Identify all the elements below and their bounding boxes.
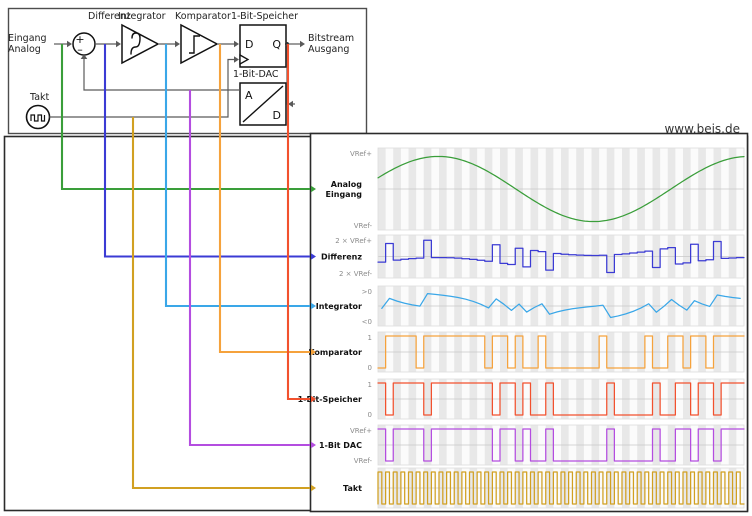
waveform-panel-2: 2 × VRef+ 2 × VRef- Differenz (321, 234, 745, 279)
arrow-integrator-in (116, 40, 121, 48)
dac-diagonal-icon (242, 85, 284, 123)
waveform-panel-4: 1 0 Komparator (308, 331, 745, 373)
arrow-input (67, 40, 72, 48)
clock-label: Takt (29, 92, 50, 103)
ff-pin-q: Q (272, 38, 281, 51)
signal-connectors (60, 44, 316, 492)
arrow-sum-minus (80, 54, 88, 59)
label-integrator: Integrator (118, 11, 166, 22)
connector-integrator-arrow (311, 302, 316, 310)
sum-plus-sign: + (75, 33, 84, 46)
plot-border (377, 285, 745, 327)
waveform-trace-speicher (377, 382, 745, 416)
axis-top-label: 1 (368, 381, 372, 389)
waveform-panel-6: VRef+ VRef- 1-Bit DAC (319, 424, 745, 466)
sum-minus-sign: – (77, 43, 83, 56)
waveform-panel-5: 1 0 1-Bit-Speicher (298, 378, 745, 420)
connector-takt (131, 117, 310, 490)
axis-bottom-label: 0 (368, 411, 372, 419)
ff-clock-input-icon (239, 53, 250, 66)
plot-border (377, 234, 745, 279)
input-label-line2: Analog (8, 44, 41, 55)
plot-border (377, 331, 745, 373)
waveform-trace-differenz (377, 239, 745, 274)
arrow-ff-d-in (234, 40, 239, 48)
label-differenz: Differenz (88, 11, 131, 22)
connector-integrator (164, 44, 310, 308)
label-dac: 1-Bit-DAC (233, 69, 279, 80)
plot-border (377, 424, 745, 466)
waveform-panel-7: Takt (343, 467, 745, 509)
axis-top-label: VRef+ (350, 427, 372, 435)
connector-speicher (286, 44, 310, 401)
step-function-icon (189, 35, 200, 54)
connector-differenz (103, 44, 310, 258)
wire-dac-to-sum (83, 58, 240, 91)
axis-top-label: VRef+ (350, 150, 372, 158)
dac-pin-a: A (245, 89, 253, 102)
integral-symbol-icon (130, 32, 141, 55)
waveform-trace-komparator (377, 335, 745, 369)
connector-speicher-arrow (311, 395, 316, 403)
axis-top-label: 1 (368, 334, 372, 342)
arrow-output (300, 40, 305, 48)
output-label-line2: Ausgang (308, 44, 349, 55)
waveform-name: Differenz (321, 253, 362, 262)
connector-analog (60, 44, 310, 191)
axis-bottom-label: VRef- (354, 222, 373, 230)
connector-komparator (218, 44, 310, 354)
waveform-name: 1-Bit-Speicher (298, 395, 362, 404)
arrow-dac-in (288, 100, 293, 108)
waveform-name: 1-Bit DAC (319, 441, 362, 450)
waveform-trace-takt (377, 471, 745, 505)
output-label-line1: Bitstream (308, 33, 354, 44)
connector-komparator-arrow (311, 348, 316, 356)
connector-differenz-arrow (311, 253, 316, 260)
axis-bottom-label: 0 (368, 364, 372, 372)
axis-top-label: 2 × VRef+ (335, 237, 372, 245)
plot-border (377, 147, 745, 231)
waveform-name: Integrator (316, 302, 362, 311)
connector-dac (188, 90, 310, 447)
connector-dac-arrow (311, 441, 316, 449)
waveform-name: Komparator (308, 348, 362, 357)
waveform-name: Analog (331, 180, 363, 189)
waveform-name-line2: Eingang (326, 190, 363, 199)
dac-pin-d: D (273, 109, 281, 122)
ff-pin-d: D (245, 38, 253, 51)
waveform-trace-analog (377, 155, 745, 223)
label-speicher: 1-Bit-Speicher (231, 11, 298, 22)
axis-bottom-label: VRef- (354, 457, 373, 465)
watermark-text: www.beis.de (664, 122, 740, 136)
plot-border (377, 378, 745, 420)
arrow-ff-clock (234, 56, 239, 63)
waveform-trace-dac (377, 428, 745, 462)
axis-top-label: >0 (362, 288, 372, 296)
input-label-line1: Eingang (8, 33, 47, 44)
label-komparator: Komparator (175, 11, 231, 22)
axis-bottom-label: 2 × VRef- (339, 270, 372, 278)
connector-analog-arrow (311, 185, 316, 193)
wire-clock-to-ff (49, 58, 235, 118)
clock-waveform-icon (30, 114, 46, 122)
arrow-komparator-in (175, 40, 180, 48)
waveform-trace-integrator (381, 292, 741, 319)
waveform-name: Takt (343, 484, 362, 493)
axis-bottom-label: <0 (362, 318, 372, 326)
connector-takt-arrow (311, 484, 316, 492)
